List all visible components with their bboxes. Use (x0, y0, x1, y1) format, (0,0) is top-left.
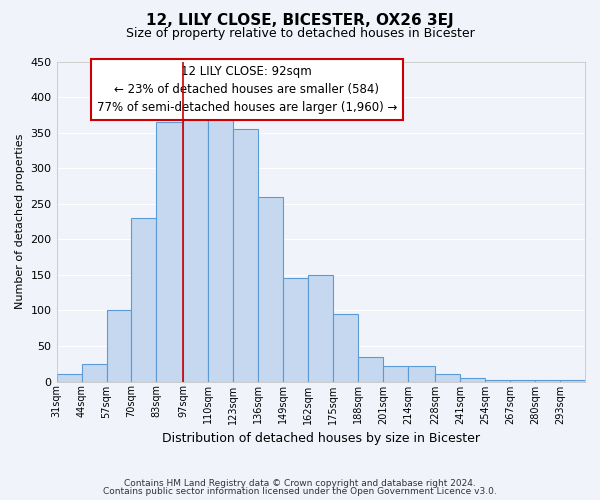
Bar (308, 275, 333, 382)
Bar (82, 364, 107, 382)
Bar (485, 380, 510, 382)
Bar (333, 314, 358, 382)
Text: 12, LILY CLOSE, BICESTER, OX26 3EJ: 12, LILY CLOSE, BICESTER, OX26 3EJ (146, 12, 454, 28)
X-axis label: Distribution of detached houses by size in Bicester: Distribution of detached houses by size … (162, 432, 480, 445)
Bar (408, 366, 435, 382)
Bar (560, 380, 585, 382)
Bar (510, 380, 535, 382)
Bar (358, 356, 383, 382)
Bar (56, 374, 82, 382)
Bar (283, 278, 308, 382)
Bar (107, 310, 131, 382)
Bar (460, 378, 485, 382)
Bar (157, 122, 184, 382)
Bar (435, 374, 460, 382)
Bar (535, 380, 560, 382)
Bar (383, 366, 408, 382)
Bar (131, 218, 157, 382)
Text: Size of property relative to detached houses in Bicester: Size of property relative to detached ho… (125, 28, 475, 40)
Y-axis label: Number of detached properties: Number of detached properties (15, 134, 25, 309)
Bar (184, 118, 208, 382)
Text: Contains public sector information licensed under the Open Government Licence v3: Contains public sector information licen… (103, 487, 497, 496)
Text: Contains HM Land Registry data © Crown copyright and database right 2024.: Contains HM Land Registry data © Crown c… (124, 478, 476, 488)
Bar (259, 196, 283, 382)
Bar (208, 115, 233, 382)
Text: 12 LILY CLOSE: 92sqm
← 23% of detached houses are smaller (584)
77% of semi-deta: 12 LILY CLOSE: 92sqm ← 23% of detached h… (97, 64, 397, 114)
Bar (233, 129, 259, 382)
